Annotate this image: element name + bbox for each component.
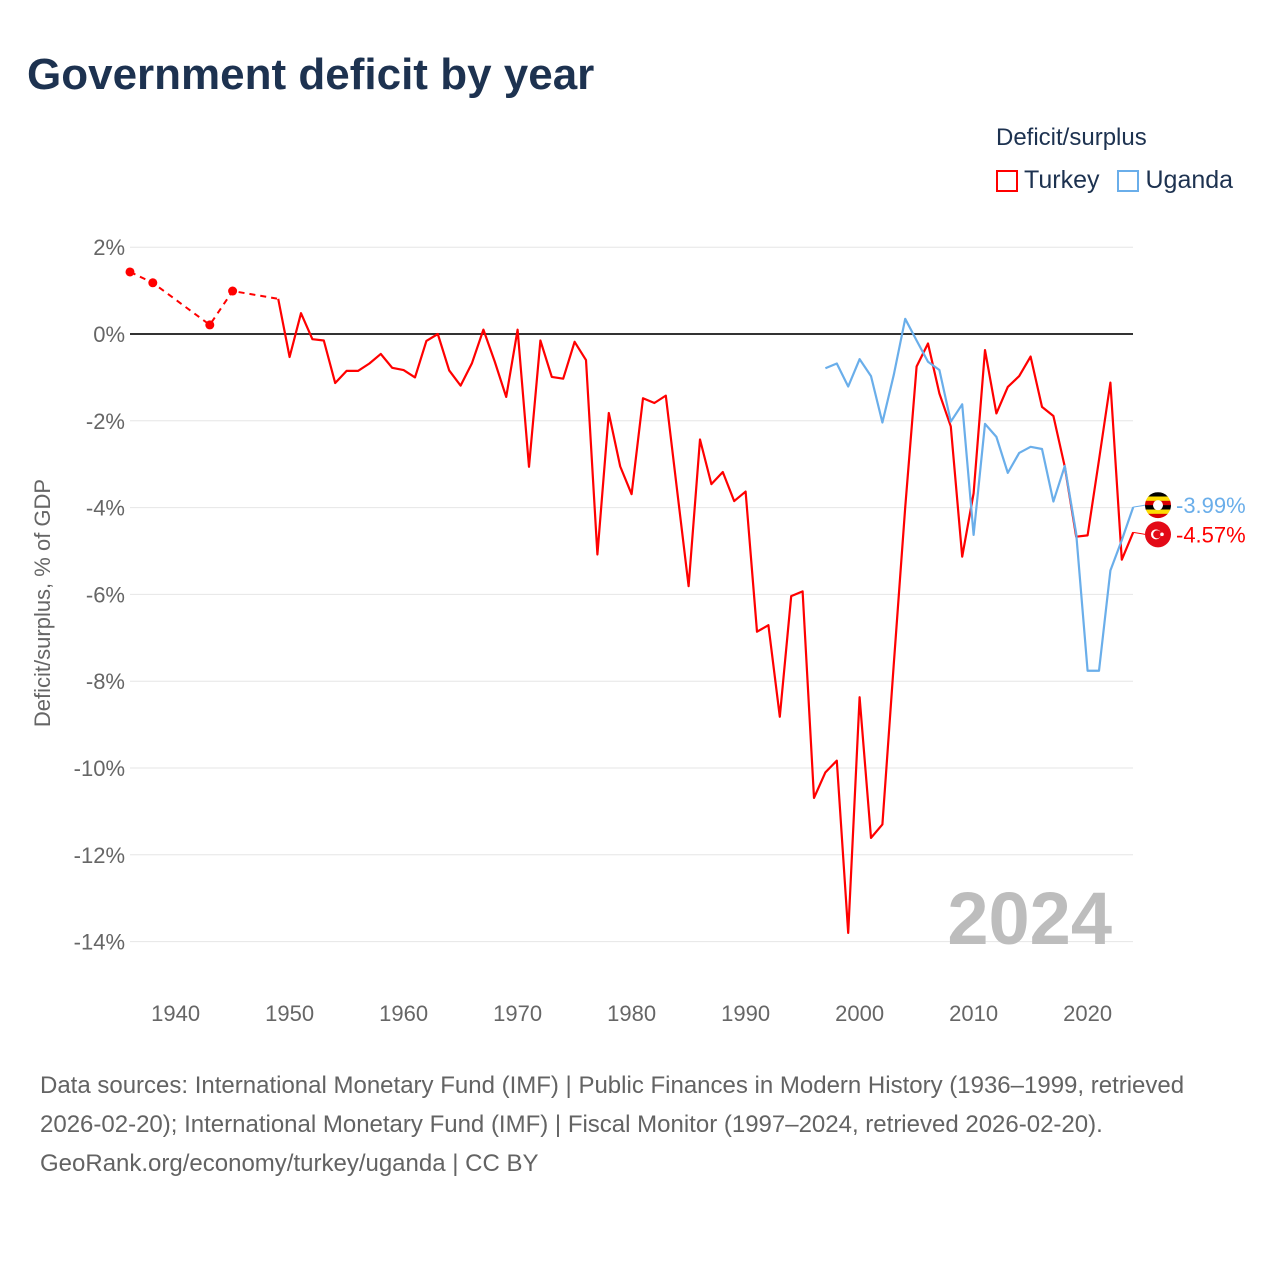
- x-tick-label: 1950: [265, 1001, 314, 1026]
- year-watermark: 2024: [947, 877, 1112, 960]
- y-tick-label: -14%: [74, 930, 125, 955]
- y-axis-label: Deficit/surplus, % of GDP: [30, 479, 55, 727]
- y-tick-label: -6%: [86, 582, 125, 607]
- turkey-dashed-line: [129, 271, 279, 327]
- turkey-point: [148, 278, 158, 288]
- uganda-label-connector: [1133, 504, 1146, 508]
- uganda-flag-stripe: [1145, 492, 1171, 497]
- legend-swatch-turkey: [996, 169, 1018, 192]
- uganda-flag-emblem: [1153, 500, 1163, 511]
- y-tick-label: -4%: [86, 496, 125, 521]
- uganda-flag-stripe: [1145, 496, 1171, 502]
- legend-item-uganda[interactable]: Uganda: [1117, 166, 1233, 195]
- turkey-line: [277, 298, 1135, 935]
- x-tick-label: 2020: [1063, 1001, 1112, 1026]
- y-tick-label: -8%: [86, 669, 125, 694]
- y-tick-label: -10%: [74, 756, 125, 781]
- turkey-point: [205, 320, 215, 330]
- uganda-flag-stripe: [1145, 513, 1171, 519]
- x-tick-label: 2010: [949, 1001, 998, 1026]
- footer: Data sources: International Monetary Fun…: [40, 1066, 1240, 1183]
- legend-item-turkey[interactable]: Turkey: [996, 166, 1099, 195]
- y-tick-label: -12%: [74, 843, 125, 868]
- legend-title: Deficit/surplus: [996, 124, 1147, 151]
- legend-label: Turkey: [1024, 166, 1100, 194]
- chart-title: Government deficit by year: [27, 50, 595, 99]
- turkey-label-connector: [1133, 531, 1146, 535]
- x-tick-label: 1960: [379, 1001, 428, 1026]
- turkey-flag-crescent-cut: [1153, 530, 1162, 539]
- y-tick-label: 2%: [93, 235, 125, 260]
- x-tick-label: 1980: [607, 1001, 656, 1026]
- x-tick-label: 1940: [151, 1001, 200, 1026]
- uganda-flag-stripe: [1145, 509, 1171, 515]
- chart-plot: 2% 0% -2% -4% -6% -8% -10% -12% -14% 1940 1950 1960…: [30, 235, 1246, 1026]
- legend-label: Uganda: [1145, 166, 1234, 194]
- data-sources: Data sources: International Monetary Fun…: [40, 1072, 1185, 1138]
- credit-link[interactable]: GeoRank.org/economy/turkey/uganda | CC B…: [40, 1150, 539, 1177]
- y-tick-label: -2%: [86, 409, 125, 434]
- turkey-flag-star: [1160, 532, 1164, 537]
- x-tick-label: 2000: [835, 1001, 884, 1026]
- turkey-point: [228, 286, 238, 296]
- turkey-end-label: -4.57%: [1176, 522, 1246, 547]
- y-tick-label: 0%: [93, 322, 125, 347]
- uganda-line: [824, 317, 1135, 672]
- x-tick-label: 1970: [493, 1001, 542, 1026]
- turkey-point: [125, 267, 135, 277]
- legend: Turkey Uganda: [996, 166, 1233, 195]
- uganda-end-label: -3.99%: [1176, 493, 1246, 518]
- legend-swatch-uganda: [1117, 169, 1140, 192]
- x-tick-label: 1990: [721, 1001, 770, 1026]
